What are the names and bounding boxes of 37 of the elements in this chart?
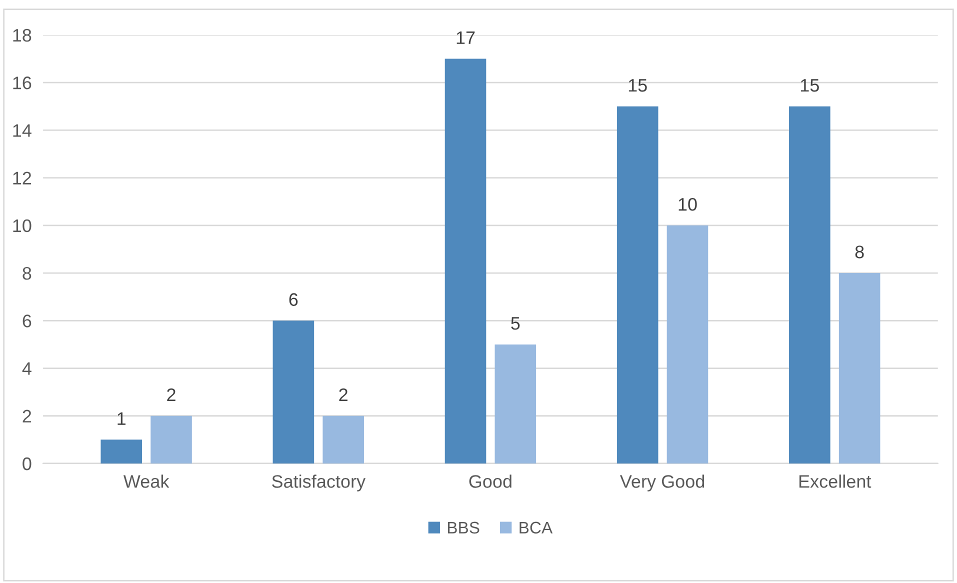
bar [789,106,830,464]
y-tick-label: 10 [13,219,32,232]
data-label: 2 [167,388,176,402]
data-label: 1 [118,412,126,425]
data-label: 8 [855,246,864,258]
y-tick-label: 16 [13,76,32,90]
x-tick-label: Satisfactory [272,474,366,492]
y-tick-label: 8 [22,266,32,280]
bar [616,106,658,464]
y-tick-label: 14 [13,124,32,137]
x-tick-label: Excellent [799,474,872,488]
legend-label: BBS [448,522,480,534]
y-tick-label: 18 [13,28,32,42]
x-tick-label: Weak [123,474,170,488]
data-label: 15 [801,79,819,92]
bar [100,440,142,464]
y-tick-label: 6 [22,314,32,328]
bar [838,273,880,464]
data-label: 15 [628,79,647,92]
data-label: 5 [511,317,520,330]
data-label: 2 [339,388,348,402]
x-tick-label: Very Good [620,474,704,492]
bar [272,320,314,464]
bar [322,416,364,464]
legend-label: BCA [520,522,553,534]
bar [150,416,192,464]
data-label: 6 [289,293,298,306]
y-tick-label: 0 [22,457,32,470]
bar [666,225,708,464]
data-label: 10 [678,198,697,211]
data-label: 17 [456,32,475,44]
y-tick-label: 2 [22,410,32,422]
x-tick-label: Good [469,474,512,488]
y-tick-label: 12 [13,172,32,184]
bar [494,344,536,464]
bar [444,58,486,464]
y-tick-label: 4 [22,362,32,375]
